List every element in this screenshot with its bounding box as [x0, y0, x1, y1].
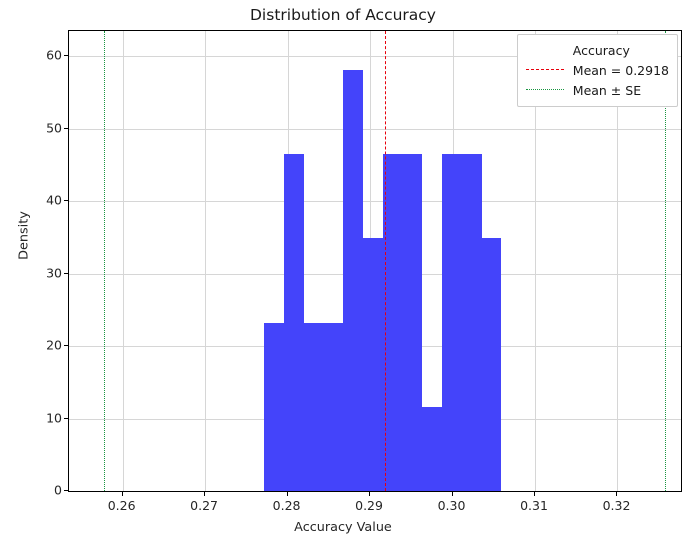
gridline [205, 31, 207, 491]
histogram-bar [284, 154, 305, 491]
y-tick-label: 30 [46, 265, 62, 281]
gridline [122, 31, 124, 491]
x-tick-mark [286, 492, 288, 496]
x-tick-label: 0.30 [437, 498, 466, 513]
y-axis-label: Density [16, 211, 32, 260]
y-tick-label: 10 [46, 410, 62, 426]
y-tick-label: 40 [46, 192, 62, 208]
y-tick-mark [64, 490, 68, 491]
histogram-bar [402, 154, 423, 491]
x-tick-mark [534, 492, 535, 496]
gridline [535, 31, 536, 491]
y-tick-mark [64, 200, 68, 202]
legend-dashed-line-icon [525, 63, 564, 77]
legend-label: Accuracy [572, 42, 630, 58]
histogram-bar [382, 154, 403, 491]
y-tick-mark [64, 272, 68, 274]
histogram-bar [480, 238, 502, 491]
y-tick-mark [64, 55, 68, 57]
x-tick-label: 0.31 [520, 498, 548, 513]
gridline [69, 201, 681, 203]
legend-label: Mean = 0.2918 [572, 62, 669, 78]
histogram-bar [441, 154, 462, 491]
x-tick-label: 0.27 [190, 498, 218, 513]
histogram-bar [461, 154, 482, 491]
legend-label: Mean ± SE [572, 82, 642, 98]
histogram-bar [303, 322, 325, 491]
y-tick-mark [64, 127, 68, 129]
x-tick-mark [369, 492, 371, 496]
legend-item-mean: Mean = 0.2918 [525, 60, 669, 80]
legend: Accuracy Mean = 0.2918 Mean ± SE [516, 34, 678, 107]
mean-line [384, 31, 386, 491]
y-tick-label: 60 [46, 47, 62, 63]
se-upper-line [665, 31, 667, 491]
x-tick-label: 0.32 [602, 498, 631, 513]
legend-item-accuracy: Accuracy [526, 40, 669, 60]
x-tick-mark [121, 492, 123, 496]
histogram-bar [343, 70, 364, 491]
histogram-bar [323, 322, 344, 491]
y-tick-mark [64, 417, 68, 419]
x-tick-mark [204, 492, 206, 496]
x-tick-mark [616, 492, 618, 496]
histogram-bar [421, 406, 443, 491]
y-tick-label: 20 [46, 337, 62, 353]
x-tick-mark [451, 492, 453, 496]
gridline [69, 128, 681, 130]
chart-title: Distribution of Accuracy [250, 6, 436, 24]
se-lower-line [103, 31, 105, 491]
legend-item-se: Mean ± SE [525, 80, 669, 100]
histogram-bar [264, 322, 285, 491]
x-tick-label: 0.28 [272, 498, 301, 513]
y-tick-label: 0 [54, 482, 62, 498]
plot-area [68, 30, 682, 492]
gridline [617, 31, 619, 491]
x-tick-label: 0.29 [355, 498, 383, 513]
x-tick-label: 0.26 [107, 498, 136, 513]
histogram-bar [362, 238, 384, 491]
gridline [69, 56, 681, 58]
legend-dotted-line-icon [525, 83, 564, 97]
legend-patch-icon [526, 43, 564, 57]
y-tick-label: 50 [46, 120, 62, 136]
x-axis-label: Accuracy Value [294, 520, 392, 535]
y-tick-mark [64, 345, 68, 347]
